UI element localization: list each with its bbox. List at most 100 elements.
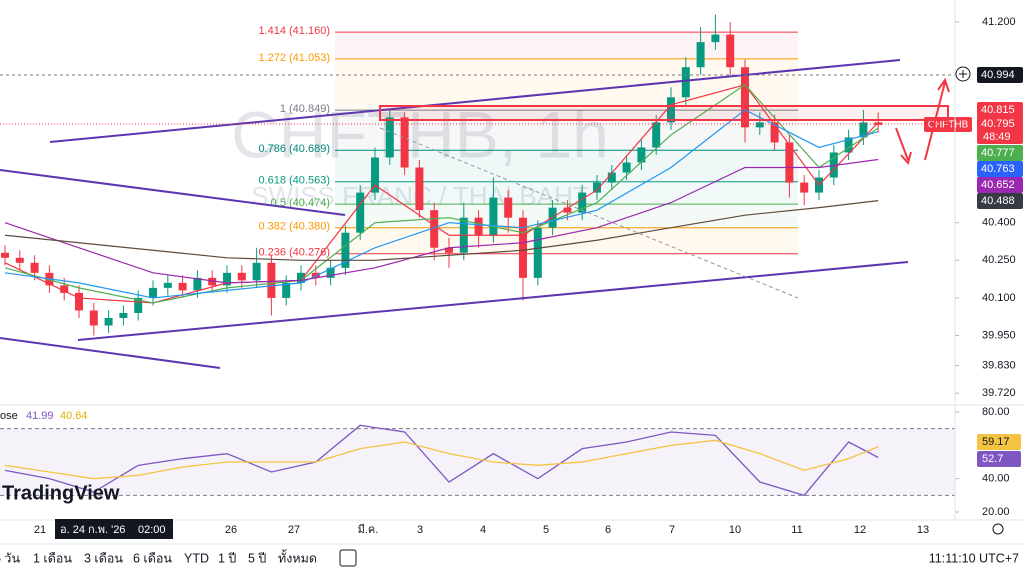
toolbar-button[interactable]: YTD: [184, 551, 209, 565]
price-label-bg: [977, 67, 1023, 83]
y-tick-label: 39.830: [982, 360, 1016, 372]
fib-label: 1.272 (41.053): [258, 52, 330, 64]
x-tick-label: 4: [480, 524, 486, 536]
candle-body: [637, 147, 646, 163]
rsi-label: 59.17: [982, 436, 1010, 448]
candle-body: [622, 162, 631, 173]
candle-body: [149, 287, 157, 298]
fib-label: 0.618 (40.563): [258, 175, 330, 187]
candle-body: [134, 297, 143, 313]
toolbar-button[interactable]: 5 วัน: [0, 551, 20, 565]
fib-band: [335, 181, 798, 205]
crosshair-time: 02:00: [138, 524, 166, 536]
candle-body: [859, 122, 868, 138]
candle-body: [371, 157, 379, 193]
price-label: 40.815: [981, 104, 1015, 116]
candle-body: [726, 34, 735, 68]
calendar-icon[interactable]: [339, 549, 357, 567]
rsi-tick-label: 80.00: [982, 406, 1010, 418]
countdown: 48:49: [983, 131, 1011, 143]
fib-label: 0.382 (40.380): [258, 221, 330, 233]
x-tick-label: 26: [225, 524, 237, 536]
x-tick-label: มี.ค.: [358, 523, 379, 536]
drawings: [0, 59, 971, 369]
candle-body: [711, 34, 720, 43]
toolbar-button[interactable]: 6 เดือน: [133, 551, 172, 565]
candle-body: [89, 310, 98, 326]
x-tick-label: 10: [729, 524, 741, 536]
toolbar-button[interactable]: 3 เดือน: [84, 551, 123, 565]
candle-body: [341, 232, 350, 268]
candle-body: [223, 272, 231, 286]
fib-band: [335, 110, 798, 151]
candle-body: [755, 122, 764, 128]
settings-icon[interactable]: [992, 523, 1004, 535]
fib-label: 0.5 (40.474): [271, 197, 330, 209]
candle-body: [430, 210, 439, 248]
brand: TradingView: [2, 482, 120, 504]
price-label: 40.763: [981, 163, 1015, 175]
x-tick-label: 7: [669, 524, 675, 536]
fib-band: [335, 227, 798, 254]
arrow-down: [895, 127, 912, 166]
y-tick-label: 39.950: [982, 329, 1016, 341]
crosshair-label-bg: [55, 519, 173, 539]
candle-body: [267, 262, 276, 298]
candle-body: [445, 247, 453, 253]
crosshair-date: อ. 24 ก.พ. '26: [60, 524, 125, 536]
rsi-legend-value: 40.64: [60, 410, 88, 422]
candle-body: [1, 252, 9, 258]
candle-body: [297, 272, 305, 283]
add-icon-plus: [959, 70, 967, 78]
candle-body: [696, 42, 705, 68]
price-label: 40.994: [981, 69, 1015, 81]
candle-body: [578, 192, 587, 213]
candle-body: [163, 282, 172, 288]
candle-body: [667, 97, 675, 123]
candle-body: [770, 122, 779, 143]
y-tick-label: 39.720: [982, 387, 1016, 399]
candle-body: [844, 137, 853, 153]
arrow-up: [924, 77, 950, 161]
rsi-legend-value: 41.99: [26, 410, 54, 422]
trend-line: [77, 261, 909, 341]
rsi-label-bg: [977, 434, 1021, 450]
x-tick-label: 3: [417, 524, 423, 536]
candle-body: [874, 122, 883, 125]
x-tick-label: 21: [34, 524, 46, 536]
rsi-line: [4, 424, 879, 497]
candle-body: [193, 277, 202, 291]
trend-line: [0, 169, 346, 216]
toolbar-button[interactable]: 5 ปี: [248, 551, 266, 565]
candle-body: [104, 317, 113, 326]
candle-body: [489, 197, 498, 236]
toolbar-button[interactable]: 1 เดือน: [33, 551, 72, 565]
fib-label: 1 (40.849): [280, 103, 330, 115]
rsi-legend: ose: [0, 410, 18, 422]
add-icon[interactable]: [955, 66, 971, 82]
trend-line: [49, 59, 901, 143]
toolbar-button[interactable]: ทั้งหมด: [278, 548, 317, 565]
candle-body: [60, 285, 69, 293]
clock: 11:11:10 UTC+7: [929, 551, 1019, 565]
candle-body: [563, 207, 572, 213]
y-tick-label: 40.400: [982, 217, 1016, 229]
trend-line: [0, 337, 221, 369]
candle-body: [326, 267, 335, 278]
candle-body: [785, 142, 794, 183]
moving-average: [4, 83, 879, 304]
rsi-ma-line: [4, 439, 879, 480]
y-tick-label: 40.250: [982, 254, 1016, 266]
moving-average: [4, 109, 879, 299]
fib-band: [335, 150, 798, 182]
x-tick-label: 12: [854, 524, 866, 536]
toolbar-button[interactable]: 1 ปี: [218, 551, 236, 565]
price-label-bg: [977, 102, 1023, 118]
candle-body: [504, 197, 513, 218]
candle-body: [519, 217, 527, 278]
price-label-bg: [977, 145, 1023, 161]
candle-body: [800, 182, 809, 193]
fib-band: [335, 204, 798, 228]
